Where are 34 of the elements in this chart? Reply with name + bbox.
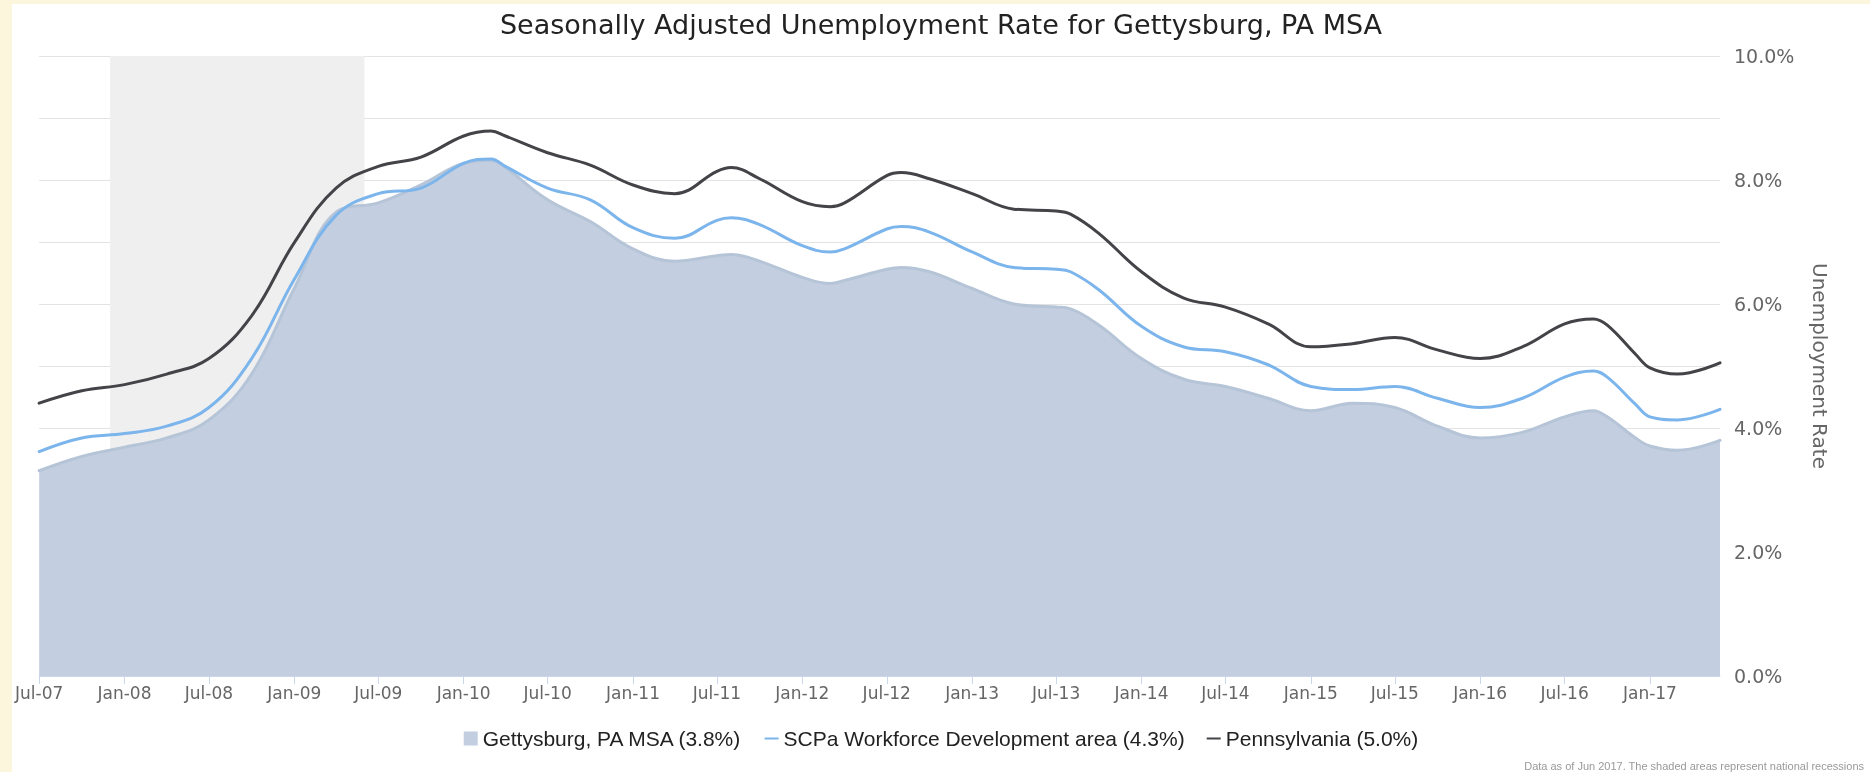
y-axis-title: Unemployment Rate (1808, 263, 1832, 469)
legend-label: SCPa Workforce Development area (4.3%) (783, 727, 1185, 750)
y-tick-label: 8.0% (1734, 169, 1783, 191)
legend-label: Pennsylvania (5.0%) (1225, 727, 1419, 750)
y-tick-label: 4.0% (1734, 417, 1783, 439)
line-series (37, 157, 1722, 454)
y-tick-label: 2.0% (1734, 541, 1783, 563)
x-tick-label: Jul-16 (1539, 682, 1589, 703)
x-tick-label: Jul-14 (1200, 682, 1250, 703)
y-tick-label: 10.0% (1734, 45, 1795, 67)
line-series (37, 129, 1722, 405)
x-tick-label: Jul-15 (1369, 682, 1419, 703)
legend-label: Gettysburg, PA MSA (3.8%) (482, 727, 741, 750)
y-tick-label: 6.0% (1734, 293, 1783, 315)
x-tick-label: Jan-15 (1282, 682, 1338, 703)
x-tick-label: Jul-10 (522, 682, 572, 703)
x-tick-label: Jan-13 (944, 682, 1000, 703)
x-tick-label: Jul-08 (183, 682, 234, 703)
x-tick-label: Jul-09 (353, 682, 403, 703)
x-tick-label: Jul-13 (1030, 682, 1081, 703)
x-tick-label: Jul-07 (14, 682, 64, 703)
x-tick-label: Jan-17 (1621, 682, 1677, 703)
x-tick-label: Jan-11 (604, 682, 660, 703)
x-tick-label: Jan-14 (1113, 682, 1169, 703)
x-tick-label: Jul-12 (861, 682, 911, 703)
x-tick-label: Jan-09 (266, 682, 322, 703)
x-tick-label: Jul-11 (691, 682, 742, 703)
x-tick-label: Jan-16 (1452, 682, 1508, 703)
chart-title: Seasonally Adjusted Unemployment Rate for Gettysburg, PA MSA (499, 9, 1383, 40)
x-tick-label: Jan-12 (774, 682, 830, 703)
x-tick-label: Jan-08 (96, 682, 152, 703)
y-tick-label: 0.0% (1734, 665, 1783, 687)
x-tick-label: Jan-10 (435, 682, 491, 703)
text: Data as of Jun 2017. The shaded areas represent national recessions (1524, 760, 1864, 772)
